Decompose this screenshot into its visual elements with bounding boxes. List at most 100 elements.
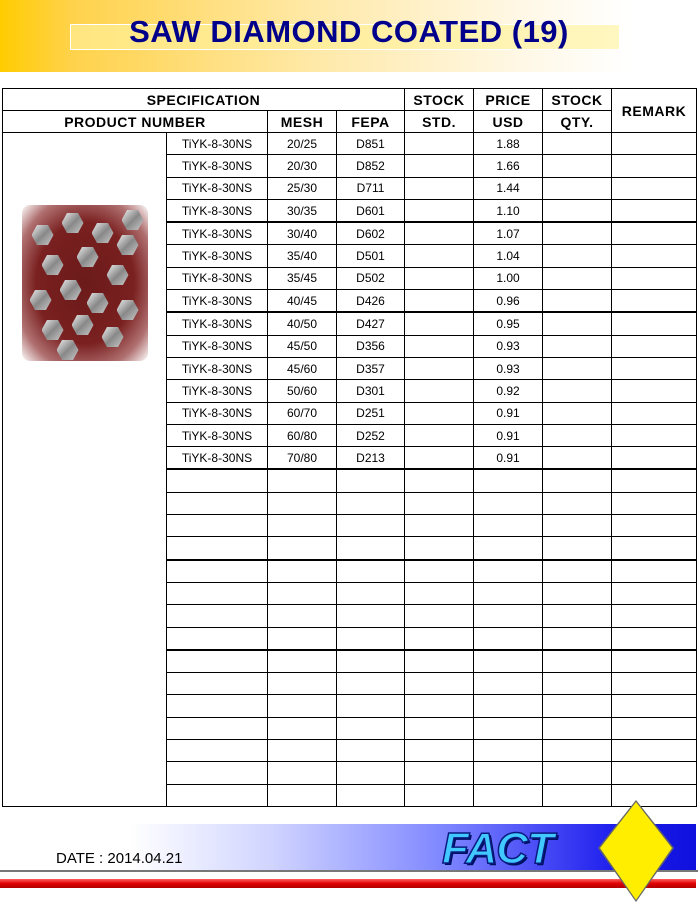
header-fepa: FEPA bbox=[335, 110, 406, 133]
cell-product bbox=[166, 514, 268, 538]
cell-remark bbox=[611, 446, 698, 470]
cell-stock-qty bbox=[542, 648, 613, 674]
cell-stock-std bbox=[404, 176, 475, 200]
cell-product bbox=[166, 716, 268, 741]
table-row: TiYK-8-30NS 40/50 D427 0.95 bbox=[3, 311, 698, 336]
header-product-number: PRODUCT NUMBER bbox=[2, 110, 268, 133]
cell-mesh: 70/80 bbox=[267, 446, 337, 470]
cell-product bbox=[166, 739, 268, 763]
table-row bbox=[3, 783, 698, 807]
cell-product: TiYK-8-30NS bbox=[166, 266, 268, 291]
cell-fepa bbox=[335, 581, 406, 606]
cell-price: 0.95 bbox=[473, 311, 544, 336]
cell-remark bbox=[611, 379, 698, 403]
cell-remark bbox=[611, 783, 698, 807]
cell-product: TiYK-8-30NS bbox=[166, 423, 268, 448]
cell-mesh bbox=[267, 783, 337, 807]
cell-stock-std bbox=[404, 468, 475, 493]
header-stock-qty: STOCK bbox=[542, 88, 613, 111]
cell-fepa bbox=[335, 558, 406, 583]
cell-stock-qty bbox=[542, 716, 613, 741]
cell-product: TiYK-8-30NS bbox=[166, 244, 268, 268]
cell-product: TiYK-8-30NS bbox=[166, 379, 268, 403]
cell-remark bbox=[611, 356, 698, 381]
cell-price bbox=[473, 536, 544, 561]
cell-remark bbox=[611, 626, 698, 651]
cell-product bbox=[166, 761, 268, 785]
cell-price bbox=[473, 626, 544, 651]
cell-stock-std bbox=[404, 154, 475, 178]
cell-price bbox=[473, 761, 544, 785]
cell-remark bbox=[611, 672, 698, 696]
crystal bbox=[29, 290, 52, 310]
cell-fepa: D852 bbox=[335, 154, 406, 178]
cell-fepa bbox=[335, 514, 406, 538]
cell-price: 1.44 bbox=[473, 176, 544, 200]
cell-remark bbox=[611, 514, 698, 538]
cell-stock-std bbox=[404, 244, 475, 268]
cell-product: TiYK-8-30NS bbox=[166, 289, 268, 313]
cell-mesh: 20/25 bbox=[267, 131, 337, 156]
header-price-usd: USD bbox=[473, 110, 544, 133]
table-row bbox=[3, 491, 698, 516]
crystal bbox=[56, 340, 79, 360]
cell-stock-qty bbox=[542, 401, 613, 425]
cell-stock-qty bbox=[542, 761, 613, 785]
header-stock-std: STOCK bbox=[404, 88, 475, 111]
cell-stock-std bbox=[404, 401, 475, 425]
cell-remark bbox=[611, 198, 698, 223]
cell-product bbox=[166, 468, 268, 493]
table-row: TiYK-8-30NS 25/30 D711 1.44 bbox=[3, 176, 698, 200]
cell-product: TiYK-8-30NS bbox=[166, 334, 268, 358]
cell-stock-qty bbox=[542, 334, 613, 358]
cell-remark bbox=[611, 739, 698, 763]
cell-stock-qty bbox=[542, 356, 613, 381]
cell-price bbox=[473, 648, 544, 674]
cell-product bbox=[166, 694, 268, 718]
cell-remark bbox=[611, 154, 698, 178]
table-row bbox=[3, 604, 698, 628]
cell-stock-std bbox=[404, 672, 475, 696]
crystal bbox=[41, 320, 64, 340]
cell-stock-qty bbox=[542, 739, 613, 763]
cell-stock-qty bbox=[542, 154, 613, 178]
cell-product bbox=[166, 626, 268, 651]
cell-price bbox=[473, 739, 544, 763]
cell-stock-std bbox=[404, 694, 475, 718]
cell-price: 0.92 bbox=[473, 379, 544, 403]
crystal bbox=[31, 225, 54, 245]
table-row bbox=[3, 558, 698, 583]
cell-stock-std bbox=[404, 221, 475, 246]
cell-stock-qty bbox=[542, 289, 613, 313]
cell-remark bbox=[611, 266, 698, 291]
cell-product: TiYK-8-30NS bbox=[166, 356, 268, 381]
cell-stock-qty bbox=[542, 446, 613, 470]
cell-fepa bbox=[335, 716, 406, 741]
cell-stock-qty bbox=[542, 468, 613, 493]
cell-stock-qty bbox=[542, 536, 613, 561]
cell-stock-qty bbox=[542, 423, 613, 448]
cell-stock-std bbox=[404, 446, 475, 470]
cell-mesh: 25/30 bbox=[267, 176, 337, 200]
cell-stock-std bbox=[404, 423, 475, 448]
red-stripe bbox=[0, 879, 696, 888]
cell-mesh bbox=[267, 514, 337, 538]
cell-fepa bbox=[335, 694, 406, 718]
cell-stock-std bbox=[404, 739, 475, 763]
crystal bbox=[86, 293, 109, 313]
cell-stock-std bbox=[404, 783, 475, 807]
cell-mesh bbox=[267, 468, 337, 493]
cell-mesh: 60/70 bbox=[267, 401, 337, 425]
cell-stock-qty bbox=[542, 514, 613, 538]
fact-logo: FACT bbox=[441, 823, 554, 874]
cell-stock-qty bbox=[542, 131, 613, 156]
cell-product bbox=[166, 604, 268, 628]
cell-product: TiYK-8-30NS bbox=[166, 198, 268, 223]
cell-product: TiYK-8-30NS bbox=[166, 154, 268, 178]
table-row: TiYK-8-30NS 50/60 D301 0.92 bbox=[3, 379, 698, 403]
cell-fepa: D213 bbox=[335, 446, 406, 470]
cell-price bbox=[473, 716, 544, 741]
cell-fepa: D601 bbox=[335, 198, 406, 223]
cell-stock-qty bbox=[542, 176, 613, 200]
cell-price: 0.91 bbox=[473, 446, 544, 470]
